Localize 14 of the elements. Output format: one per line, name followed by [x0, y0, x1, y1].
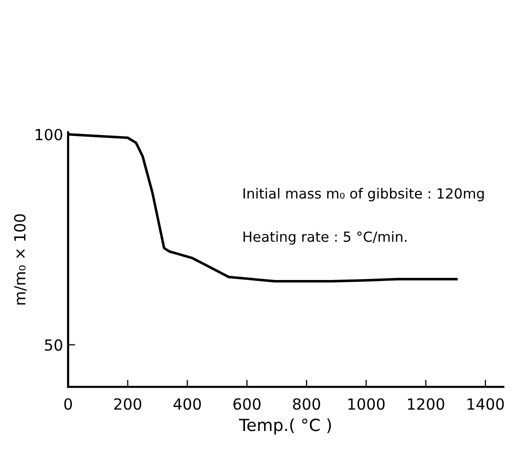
- x-tick-label: 600: [233, 398, 261, 410]
- x-tick-label: 1200: [408, 398, 444, 410]
- x-tick-label: 1400: [468, 398, 504, 410]
- x-tick-label: 200: [114, 398, 142, 410]
- y-tick-label: 50: [44, 339, 62, 351]
- x-tick-label: 0: [64, 398, 72, 410]
- x-tick-label: 1000: [348, 398, 385, 410]
- annotation: Heating rate : 5 °C/min.: [244, 231, 406, 245]
- x-axis-title: Temp.( °C ): [239, 418, 331, 434]
- x-tick-label: 400: [173, 398, 201, 410]
- y-axis-title: m/m₀ × 100: [14, 214, 27, 305]
- y-tick-label: 100: [36, 128, 62, 140]
- annotation: Initial mass m₀ of gibbsite : 120mg: [244, 188, 484, 202]
- x-tick-label: 800: [293, 398, 320, 410]
